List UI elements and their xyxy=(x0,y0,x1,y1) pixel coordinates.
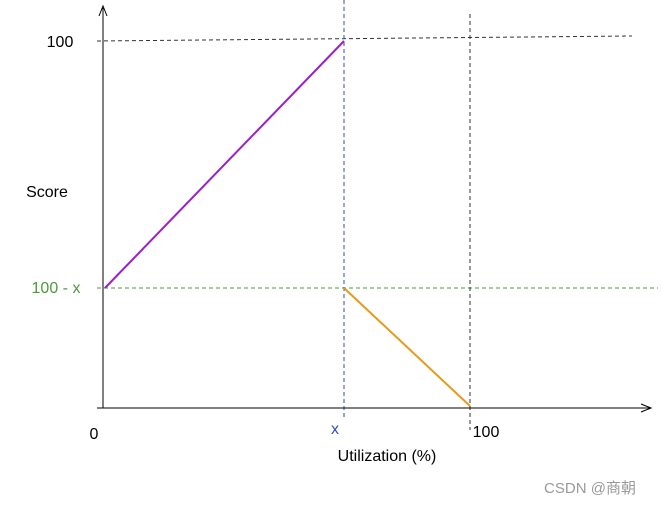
guide-100 xyxy=(96,35,633,42)
x-label: x xyxy=(331,421,339,438)
y-title: Score xyxy=(26,184,68,201)
falling-line xyxy=(343,287,471,407)
y-label: 100 xyxy=(47,34,74,51)
x-title: Utilization (%) xyxy=(338,448,437,465)
x-label: 100 xyxy=(473,424,500,441)
y-label: 100 - x xyxy=(32,280,81,297)
x-label: 0 xyxy=(90,426,99,443)
x-arrow xyxy=(640,403,653,413)
rising-line xyxy=(104,40,345,289)
watermark: CSDN @商朝 xyxy=(544,480,636,497)
y-arrow xyxy=(98,4,108,17)
